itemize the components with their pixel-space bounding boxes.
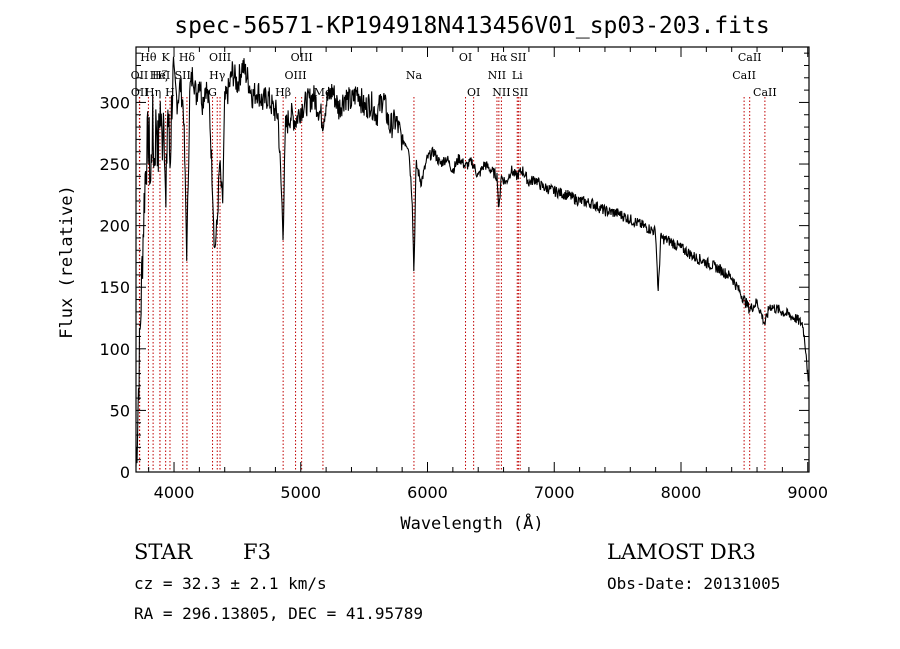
y-tick-label-6: 300 <box>99 93 130 112</box>
line-label-2: OII <box>131 86 149 99</box>
line-label-17: Na <box>406 69 423 82</box>
line-label-24: Li <box>512 69 523 82</box>
line-label-7: SII <box>175 69 191 82</box>
y-tick-label-1: 50 <box>110 401 130 420</box>
object-class: STAR <box>134 540 193 564</box>
line-label-15: Hβ <box>275 86 291 99</box>
observation-date: Obs-Date: 20131005 <box>607 574 781 593</box>
x-tick-label-0: 4000 <box>154 483 195 502</box>
line-label-13: OIII <box>291 51 313 64</box>
line-label-10: OIII <box>209 51 231 64</box>
line-label-18: OI <box>459 51 472 64</box>
sky-coordinates: RA = 296.13805, DEC = 41.95789 <box>134 604 423 623</box>
line-label-23: SII <box>510 51 526 64</box>
line-label-11: Hγ <box>209 69 226 82</box>
chart-title: spec-56571-KP194918N413456V01_sp03-203.f… <box>174 13 769 39</box>
y-axis-label: Flux (relative) <box>57 185 77 339</box>
spectrum-line <box>135 56 809 467</box>
line-marker-layer <box>138 97 766 472</box>
x-tick-label-4: 8000 <box>661 483 702 502</box>
line-label-26: CaII <box>738 51 762 64</box>
line-label-8: H <box>165 86 175 99</box>
line-label-1: OII <box>131 69 149 82</box>
x-tick-label-1: 5000 <box>280 483 321 502</box>
x-axis-label: Wavelength (Å) <box>400 512 543 534</box>
y-tick-label-5: 250 <box>99 155 130 174</box>
line-label-19: OI <box>467 86 480 99</box>
line-label-9: Hδ <box>179 51 196 64</box>
x-tick-label-3: 7000 <box>534 483 575 502</box>
line-label-6: K <box>162 51 171 64</box>
line-label-3: Hη <box>145 86 161 99</box>
line-label-12: G <box>208 86 217 99</box>
object-subclass: F3 <box>243 540 271 564</box>
x-tick-label-2: 6000 <box>407 483 448 502</box>
y-tick-label-2: 100 <box>99 340 130 359</box>
line-label-27: CaII <box>732 69 756 82</box>
line-label-4: Hζ <box>152 69 168 82</box>
y-tick-label-0: 0 <box>120 463 130 482</box>
line-label-5: HeI <box>150 69 170 82</box>
y-tick-label-4: 200 <box>99 217 130 236</box>
survey-name: LAMOST DR3 <box>607 540 756 564</box>
plot-frame <box>135 46 810 473</box>
line-label-0: Hθ <box>140 51 157 64</box>
redshift-velocity: cz = 32.3 ± 2.1 km/s <box>134 574 327 593</box>
line-label-25: SII <box>512 86 528 99</box>
line-label-21: NII <box>488 69 506 82</box>
x-tick-label-5: 9000 <box>787 483 828 502</box>
line-label-14: OIII <box>285 69 307 82</box>
line-label-28: CaII <box>753 86 777 99</box>
line-label-20: Hα <box>490 51 508 64</box>
axis-ticks: 4000 5000 6000 7000 8000 9000 0 50 100 150 200 250 3… <box>99 47 828 502</box>
line-label-22: NII <box>492 86 510 99</box>
y-tick-label-3: 150 <box>99 278 130 297</box>
